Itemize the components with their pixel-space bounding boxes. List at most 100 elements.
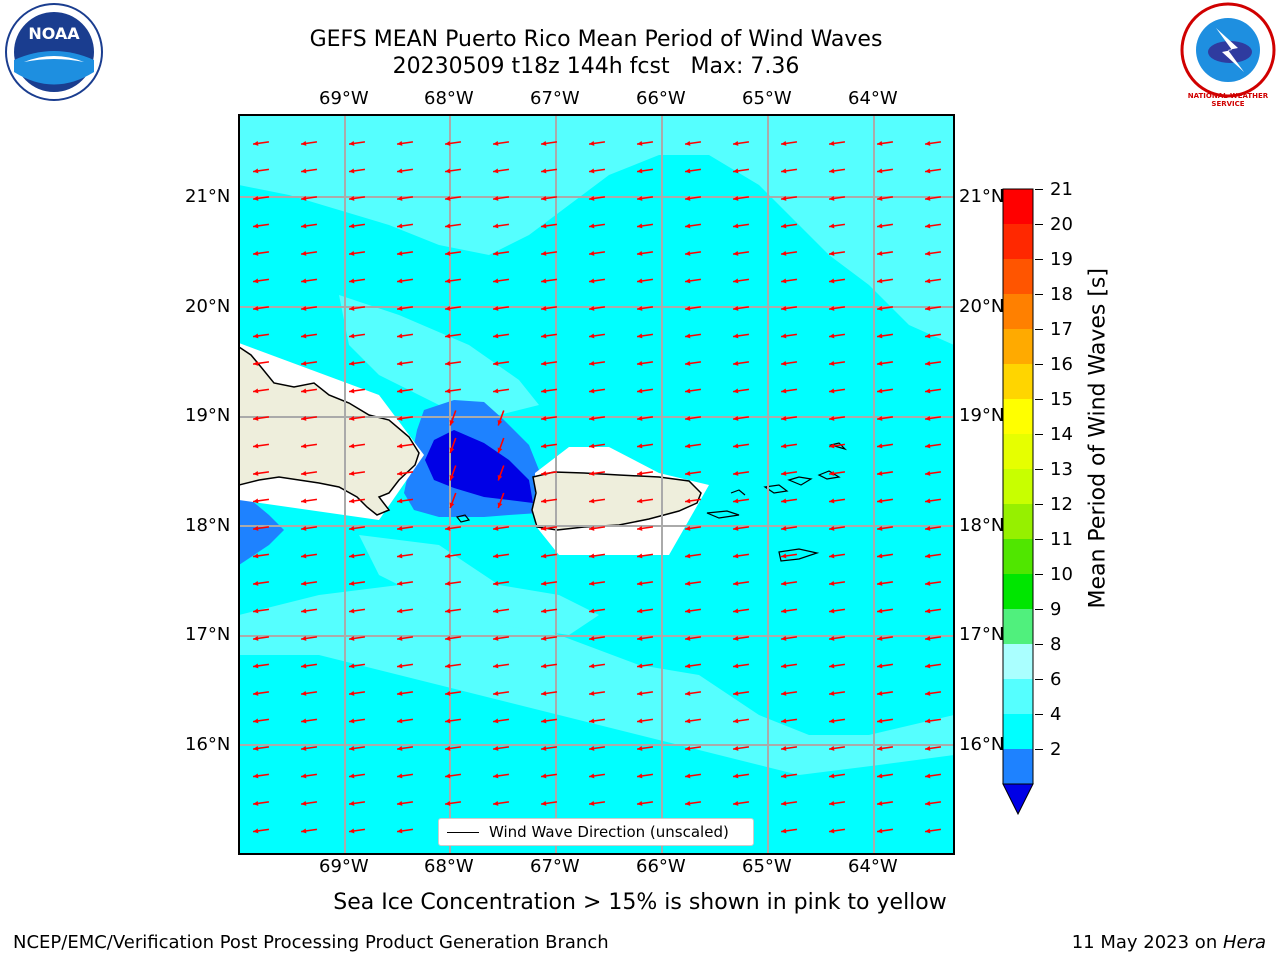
wave-direction-arrowhead	[589, 360, 595, 366]
wave-direction-arrowhead	[253, 828, 259, 834]
wave-direction-arrowhead	[829, 415, 835, 421]
wave-direction-arrowhead	[541, 415, 547, 421]
wave-direction-arrowhead	[541, 305, 547, 311]
wave-direction-arrowhead	[301, 278, 307, 284]
wave-direction-arrowhead	[781, 635, 787, 641]
wave-direction-arrowhead	[781, 773, 787, 779]
wave-direction-arrowhead	[349, 690, 355, 696]
st-croix-island	[778, 548, 820, 562]
wind-wave-arrows	[252, 140, 942, 859]
wave-direction-arrowhead	[253, 388, 259, 394]
wave-direction-arrowhead	[541, 278, 547, 284]
wave-direction-arrowhead	[829, 470, 835, 476]
wave-direction-arrowhead	[925, 663, 931, 669]
colorbar-tick-mark	[1035, 399, 1043, 400]
colorbar-tick-mark	[1035, 504, 1043, 505]
wave-direction-arrowhead	[445, 663, 451, 669]
wave-direction-arrowhead	[733, 635, 739, 641]
mona-island	[455, 514, 471, 523]
wave-direction-arrowhead	[877, 305, 883, 311]
wave-direction-arrowhead	[781, 580, 787, 586]
noaa-logo-text: NOAA	[28, 24, 80, 43]
wave-direction-arrowhead	[493, 360, 499, 366]
wave-direction-arrowhead	[829, 140, 835, 146]
wave-direction-arrowhead	[781, 305, 787, 311]
wave-direction-arrowhead	[253, 415, 259, 421]
wave-direction-arrowhead	[733, 443, 739, 449]
wave-direction-arrowhead	[301, 223, 307, 229]
wave-direction-arrowhead	[637, 305, 643, 311]
wave-direction-arrowhead	[349, 140, 355, 146]
light-region-north	[239, 115, 954, 345]
wave-direction-arrowhead	[733, 470, 739, 476]
wave-direction-arrowhead	[397, 470, 403, 476]
wave-direction-arrowhead	[781, 168, 787, 174]
wave-direction-arrowhead	[925, 223, 931, 229]
wave-direction-arrowhead	[445, 690, 451, 696]
lat-label-right: 20°N	[959, 296, 1005, 317]
wave-direction-arrowhead	[733, 718, 739, 724]
wave-direction-arrowhead	[493, 525, 499, 531]
wave-direction-arrowhead	[637, 690, 643, 696]
wave-direction-arrowhead	[925, 333, 931, 339]
wave-direction-arrowhead	[781, 278, 787, 284]
wave-direction-arrowhead	[637, 360, 643, 366]
wave-direction-arrowhead	[397, 250, 403, 256]
colorbar-tick-mark	[1035, 224, 1043, 225]
wave-direction-arrowhead	[589, 278, 595, 284]
wave-direction-arrowhead	[445, 773, 451, 779]
colorbar-tick-label: 2	[1050, 739, 1062, 760]
wave-direction-arrowhead	[445, 333, 451, 339]
wave-direction-arrowhead	[637, 223, 643, 229]
legend-label: Wind Wave Direction (unscaled)	[489, 823, 729, 841]
wave-direction-arrowhead	[637, 498, 643, 504]
wave-direction-arrowhead	[877, 580, 883, 586]
wave-direction-arrowhead	[541, 223, 547, 229]
lat-label-left: 21°N	[185, 186, 231, 207]
wave-direction-arrowhead	[253, 195, 259, 201]
wave-direction-arrowhead	[733, 608, 739, 614]
colorbar-segment	[1003, 329, 1033, 364]
lon-label-top: 67°W	[530, 88, 580, 109]
wave-direction-arrowhead	[493, 195, 499, 201]
wave-direction-arrowhead	[925, 718, 931, 724]
wave-direction-arrowhead	[781, 333, 787, 339]
wave-direction-arrowhead	[685, 773, 691, 779]
wave-direction-arrowhead	[541, 800, 547, 806]
colorbar-tick-label: 6	[1050, 669, 1062, 690]
lon-label-bottom: 65°W	[742, 856, 792, 877]
colorbar-tick-mark	[1035, 294, 1043, 295]
map-legend: Wind Wave Direction (unscaled)	[438, 818, 754, 846]
colorbar-segment	[1003, 679, 1033, 714]
colorbar-tick-mark	[1035, 189, 1043, 190]
wave-direction-arrowhead	[733, 360, 739, 366]
wave-direction-arrowhead	[541, 690, 547, 696]
lon-label-top: 66°W	[636, 88, 686, 109]
colorbar-segment	[1003, 294, 1033, 329]
wave-direction-arrowhead	[445, 525, 451, 531]
wave-direction-arrowhead	[829, 718, 835, 724]
lat-label-right: 18°N	[959, 515, 1005, 536]
wave-direction-arrowhead	[589, 443, 595, 449]
wave-direction-arrowhead	[589, 470, 595, 476]
colorbar-tick-mark	[1035, 749, 1043, 750]
wave-direction-arrowhead	[397, 828, 403, 834]
wave-direction-arrowhead	[733, 195, 739, 201]
wave-direction-arrowhead	[589, 140, 595, 146]
wave-direction-arrowhead	[493, 278, 499, 284]
virgin-islands	[730, 442, 848, 496]
wave-direction-arrow	[925, 857, 941, 859]
wave-direction-arrowhead	[349, 800, 355, 806]
wave-direction-arrowhead	[829, 278, 835, 284]
wave-direction-arrowhead	[493, 333, 499, 339]
wave-direction-arrowhead	[589, 718, 595, 724]
light-region-south	[239, 585, 954, 775]
wave-direction-arrowhead	[781, 415, 787, 421]
wave-direction-arrowhead	[685, 195, 691, 201]
wave-direction-arrowhead	[781, 470, 787, 476]
wave-direction-arrowhead	[685, 415, 691, 421]
wave-direction-arrowhead	[397, 360, 403, 366]
colorbar-tick-mark	[1035, 644, 1043, 645]
wave-direction-arrowhead	[589, 415, 595, 421]
wave-direction-arrowhead	[397, 498, 403, 504]
